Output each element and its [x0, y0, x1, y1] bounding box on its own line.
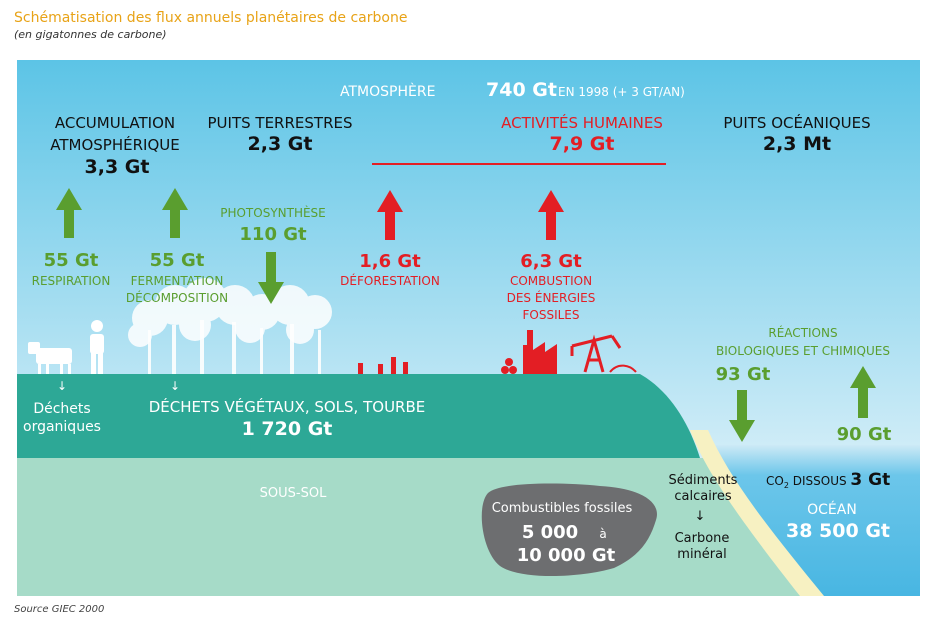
arrow-respiration: [56, 188, 82, 238]
deforestation-stumps: [358, 357, 408, 374]
combustion-line1: COMBUSTION: [510, 274, 592, 288]
sediments-line4: minéral: [677, 547, 726, 562]
sediments-arrow: ↓: [695, 509, 706, 524]
arrow-deforestation: [377, 190, 403, 240]
chart-title: Schématisation des flux annuels planétai…: [14, 10, 408, 26]
ocean-up-value: 90 Gt: [837, 424, 892, 445]
photosynthese-value: 110 Gt: [239, 224, 307, 245]
sous-sol-label: SOUS-SOL: [260, 486, 327, 501]
source-note: Source GIEC 2000: [14, 604, 105, 615]
respiration-value: 55 Gt: [44, 250, 99, 271]
puits-oceaniques-label: PUITS OCÉANIQUES: [723, 113, 870, 132]
arrow-combustion: [538, 190, 564, 240]
ocean-down-value: 93 Gt: [716, 364, 771, 385]
activites-label: ACTIVITÉS HUMAINES: [501, 113, 663, 132]
combustion-line3: FOSSILES: [522, 308, 579, 322]
fossiles-line1: 5 000: [522, 522, 578, 543]
ocean-label: OCÉAN: [807, 501, 857, 518]
arrow-ocean-down: [729, 390, 755, 442]
factory-icon: [501, 330, 557, 374]
atmosphere-value: 740 Gt: [486, 79, 557, 101]
accumulation-line1: ACCUMULATION: [55, 114, 175, 132]
cow-arrow: ↓: [57, 379, 67, 393]
fossiles-label: Combustibles fossiles: [492, 501, 633, 516]
reactions-line2: BIOLOGIQUES ET CHIMIQUES: [716, 344, 890, 358]
arrow-ocean-up: [850, 366, 876, 418]
tree-trunks: [148, 320, 321, 374]
respiration-label: RESPIRATION: [32, 274, 111, 288]
atmosphere-label: ATMOSPHÈRE: [340, 83, 435, 100]
accumulation-line2: ATMOSPHÉRIQUE: [50, 135, 179, 154]
dechets-veg-value: 1 720 Gt: [242, 418, 333, 440]
puits-terrestres-label: PUITS TERRESTRES: [208, 114, 353, 132]
fermentation-line2: DÉCOMPOSITION: [126, 290, 228, 305]
arrow-photosynthese: [258, 252, 284, 304]
activites-value: 7,9 Gt: [550, 133, 615, 155]
cow-icon: [28, 342, 72, 374]
sediments-line3: Carbone: [675, 531, 730, 546]
arrow-fermentation: [162, 188, 188, 238]
co2-dissous-label: CO2 DISSOUS 3 Gt: [766, 470, 890, 490]
fossiles-line2: 10 000 Gt: [517, 545, 616, 566]
person-icon: [90, 320, 104, 374]
fossiles-a: à: [599, 527, 606, 541]
dechets-org-line1: Déchets: [33, 401, 90, 417]
fermentation-line1: FERMENTATION: [131, 274, 224, 288]
oil-pump-icon: [570, 334, 637, 373]
ocean-area: [700, 445, 920, 596]
photosynthese-label: PHOTOSYNTHÈSE: [220, 205, 326, 220]
puits-terrestres-value: 2,3 Gt: [248, 133, 313, 155]
fossil-fuel-deposit: [481, 483, 657, 576]
accumulation-value: 3,3 Gt: [85, 156, 150, 178]
sediment-strip: [690, 430, 824, 596]
atmosphere-note: EN 1998 (+ 3 GT/AN): [558, 85, 685, 99]
deforestation-label: DÉFORESTATION: [340, 273, 440, 288]
ocean-value: 38 500 Gt: [786, 520, 890, 542]
dechets-veg-label: DÉCHETS VÉGÉTAUX, SOLS, TOURBE: [149, 397, 425, 416]
combustion-line2: DES ÉNERGIES: [507, 290, 596, 305]
forest-arrow: ↓: [170, 379, 180, 393]
reactions-line1: RÉACTIONS: [768, 325, 837, 340]
sediments-line2: calcaires: [674, 489, 732, 504]
puits-oceaniques-value: 2,3 Mt: [763, 133, 831, 155]
combustion-value: 6,3 Gt: [520, 251, 582, 272]
chart-subtitle: (en gigatonnes de carbone): [14, 28, 167, 41]
fermentation-value: 55 Gt: [150, 250, 205, 271]
land-layer: [17, 374, 700, 458]
dechets-org-line2: organiques: [23, 419, 101, 435]
deforestation-value: 1,6 Gt: [359, 251, 421, 272]
sediments-line1: Sédiments: [669, 473, 738, 488]
